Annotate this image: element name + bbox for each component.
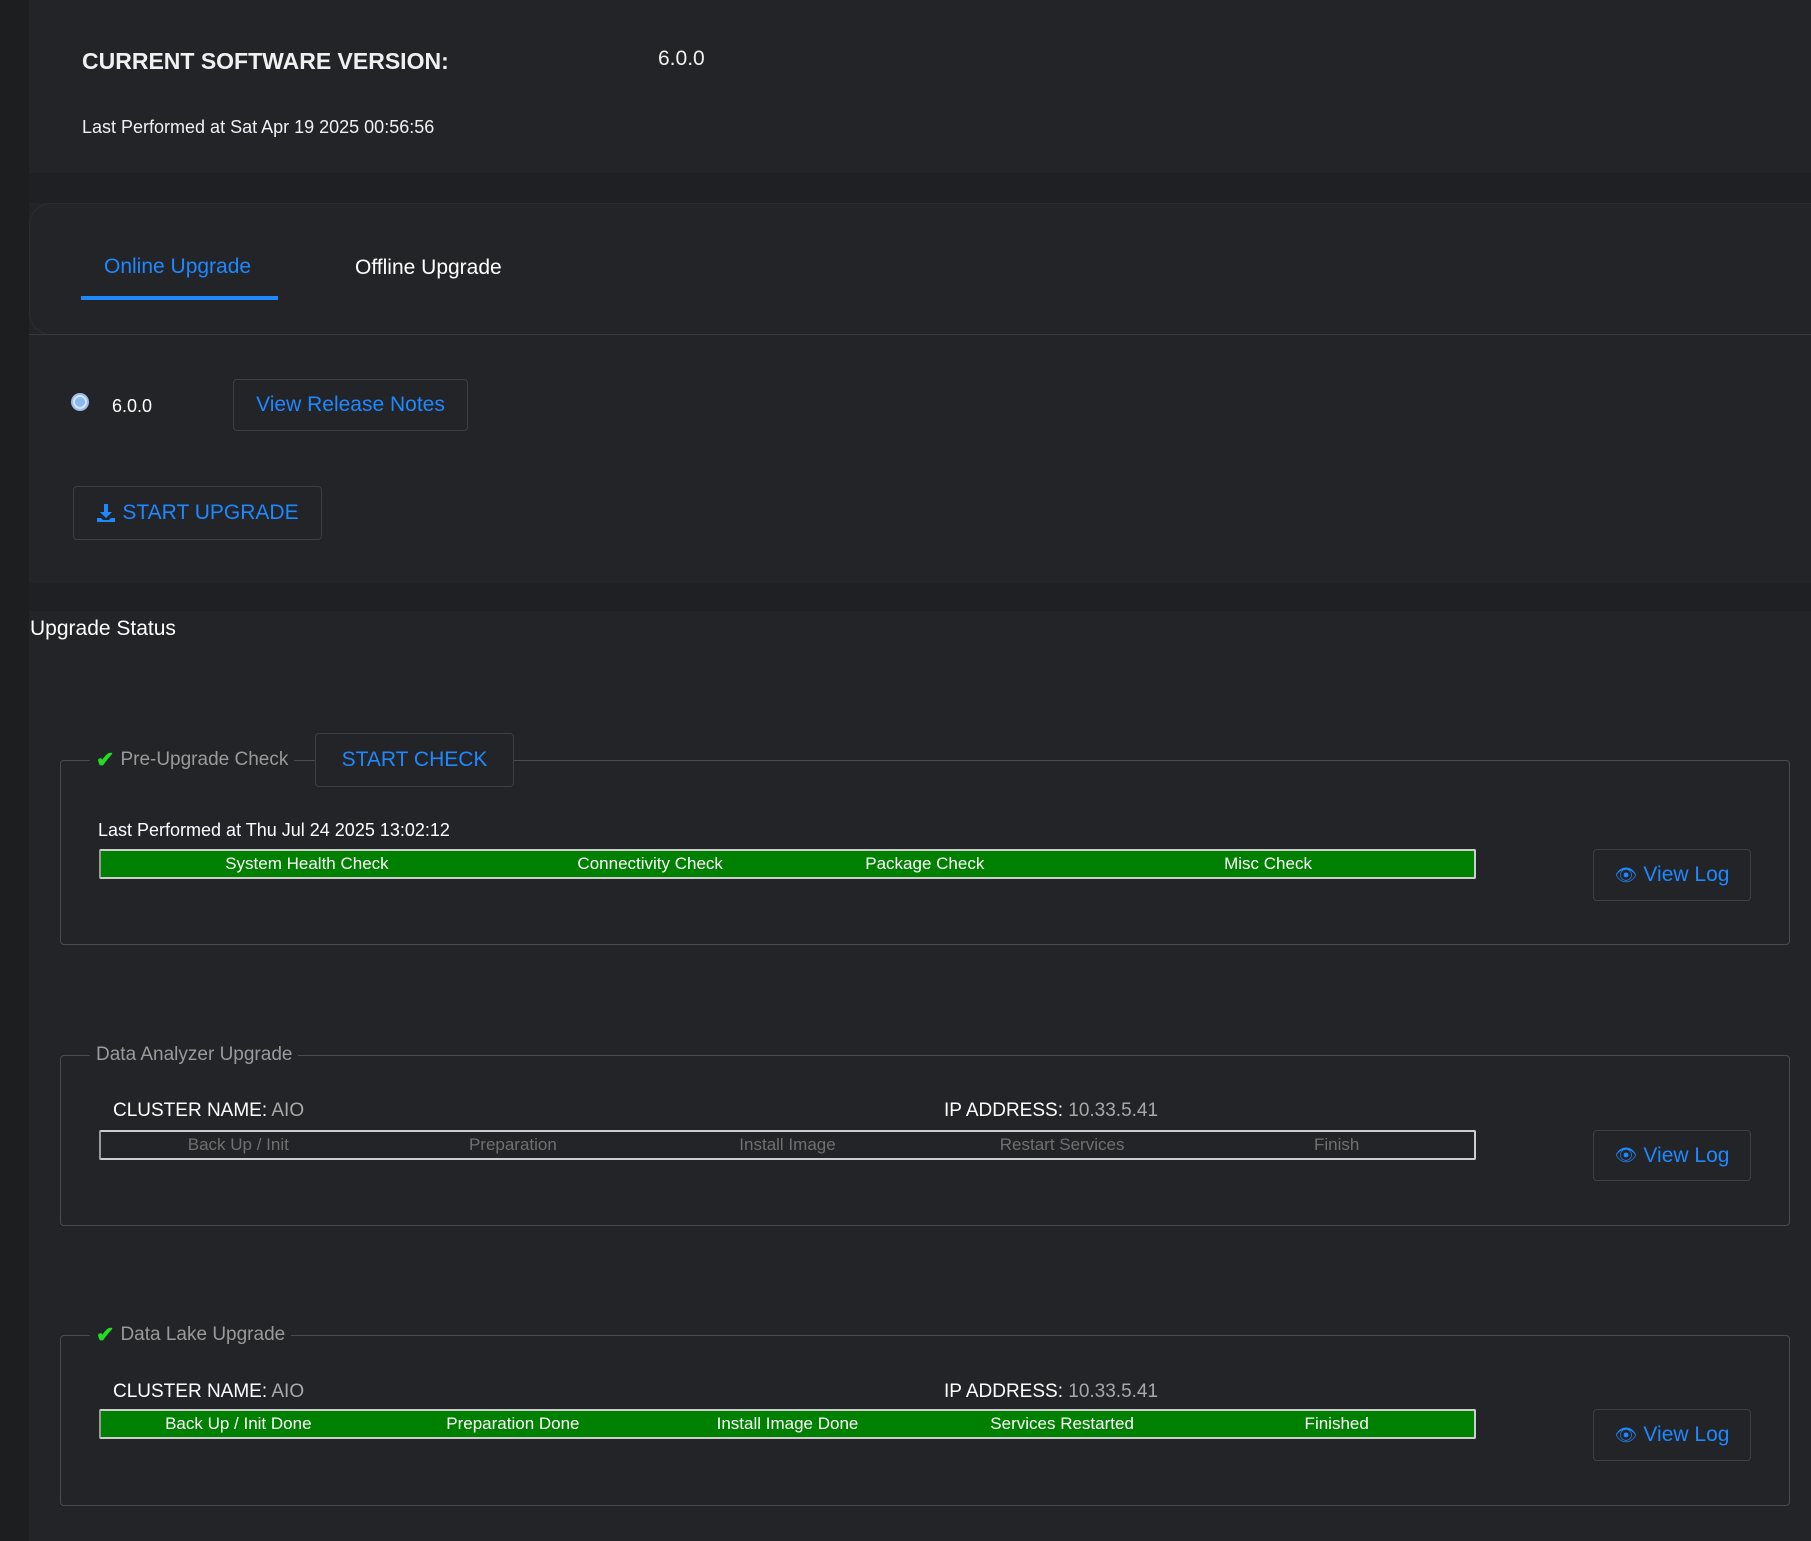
eye-icon: 👁 [1614,864,1638,885]
analyzer-view-log-button[interactable]: 👁 View Log [1593,1130,1751,1181]
cluster-label: CLUSTER NAME: [113,1381,268,1402]
check-icon: ✔ [96,747,115,772]
left-strip [0,0,29,1541]
eye-icon: 👁 [1614,1424,1638,1445]
ip-label: IP ADDRESS: [944,1100,1063,1121]
start-upgrade-label: START UPGRADE [122,501,299,524]
step-label: Package Check [865,854,985,873]
view-log-label: View Log [1643,863,1730,886]
version-radio[interactable] [71,393,89,411]
last-performed: Last Performed at Sat Apr 19 2025 00:56:… [82,117,435,137]
pre-upgrade-legend: ✔ Pre-Upgrade Check [90,747,295,772]
ip-address: IP ADDRESS: 10.33.5.41 [944,1100,1158,1122]
data-analyzer-section [60,1055,1790,1226]
analyzer-progress-bar: Back Up / Init Preparation Install Image… [99,1130,1476,1160]
legend-text: Pre-Upgrade Check [120,749,289,770]
precheck-view-log-button[interactable]: 👁 View Log [1593,849,1751,901]
step-label: Connectivity Check [577,854,723,873]
upgrade-status-title: Upgrade Status [30,617,176,640]
spacer [29,583,1811,611]
cluster-value: AIO [271,1381,305,1402]
pre-upgrade-check-section [60,760,1790,945]
view-log-label: View Log [1643,1423,1730,1446]
step-label: Finished [1304,1414,1369,1433]
step-label: Misc Check [1224,854,1312,873]
step-label: System Health Check [225,854,389,873]
step-label: Preparation [468,1135,557,1154]
version-label: CURRENT SOFTWARE VERSION: [82,48,449,74]
data-lake-section [60,1335,1790,1506]
step-label: Preparation Done [446,1414,580,1433]
eye-icon: 👁 [1614,1145,1638,1165]
datalake-progress-bar: Back Up / Init Done Preparation Done Ins… [99,1409,1476,1439]
step-label: Services Restarted [990,1414,1134,1433]
start-check-button[interactable]: START CHECK [315,733,514,787]
version-card [29,0,1811,173]
view-log-label: View Log [1643,1143,1730,1167]
check-icon: ✔ [96,1322,115,1347]
tab-bar [29,203,1811,335]
step-label: Install Image [739,1135,836,1154]
data-lake-legend: ✔ Data Lake Upgrade [90,1322,292,1347]
ip-value: 10.33.5.41 [1068,1100,1159,1121]
step-label: Back Up / Init Done [165,1414,312,1433]
version-option-label: 6.0.0 [112,396,153,416]
ip-label: IP ADDRESS: [944,1381,1063,1402]
step-label: Install Image Done [716,1414,859,1433]
tab-offline-upgrade[interactable]: Offline Upgrade [355,256,502,279]
radio-dot [75,397,85,407]
spacer [29,173,1811,203]
data-analyzer-legend: Data Analyzer Upgrade [90,1043,299,1067]
start-upgrade-button[interactable]: START UPGRADE [73,486,322,540]
divider [29,334,1811,335]
ip-address: IP ADDRESS: 10.33.5.41 [944,1381,1158,1403]
active-tab-indicator [81,296,278,300]
precheck-progress-bar: System Health Check Connectivity Check P… [99,849,1476,879]
cluster-value: AIO [271,1100,305,1121]
legend-text: Data Lake Upgrade [120,1324,286,1345]
view-release-notes-button[interactable]: View Release Notes [233,379,468,431]
step-label: Restart Services [999,1135,1125,1154]
download-icon [97,504,116,522]
cluster-name: CLUSTER NAME: AIO [113,1100,304,1122]
ip-value: 10.33.5.41 [1068,1381,1159,1402]
datalake-view-log-button[interactable]: 👁 View Log [1593,1409,1751,1461]
version-value: 6.0.0 [658,47,705,70]
step-label: Back Up / Init [187,1135,289,1154]
cluster-name: CLUSTER NAME: AIO [113,1381,304,1403]
cluster-label: CLUSTER NAME: [113,1100,268,1121]
precheck-last-performed: Last Performed at Thu Jul 24 2025 13:02:… [98,820,450,840]
tab-online-upgrade[interactable]: Online Upgrade [104,255,252,278]
step-label: Finish [1314,1135,1360,1154]
